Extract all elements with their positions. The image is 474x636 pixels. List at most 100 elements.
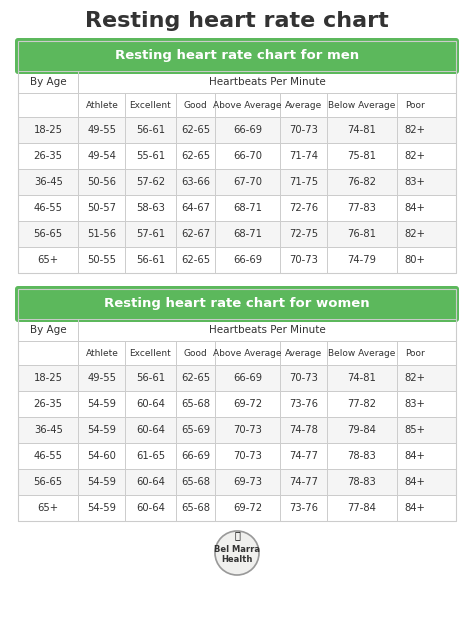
Text: 50-55: 50-55 (87, 255, 117, 265)
Text: 67-70: 67-70 (233, 177, 262, 187)
Text: 74-77: 74-77 (289, 451, 318, 461)
Text: Athlete: Athlete (85, 100, 118, 109)
Text: Excellent: Excellent (129, 100, 172, 109)
Bar (18, 391, 456, 417)
Text: 85+: 85+ (404, 425, 426, 435)
Text: Below Average: Below Average (328, 349, 395, 357)
Bar (18, 169, 456, 195)
Text: Average: Average (285, 100, 322, 109)
Text: 57-62: 57-62 (136, 177, 165, 187)
Bar (18, 365, 456, 391)
Text: 75-81: 75-81 (347, 151, 376, 161)
Text: 65+: 65+ (37, 503, 59, 513)
Bar (18, 341, 456, 365)
Text: 56-65: 56-65 (34, 229, 63, 239)
Text: Above Average: Above Average (213, 100, 282, 109)
Text: 62-67: 62-67 (181, 229, 210, 239)
Text: 49-55: 49-55 (87, 125, 117, 135)
Text: 55-61: 55-61 (136, 151, 165, 161)
Text: Poor: Poor (405, 100, 425, 109)
Text: 66-69: 66-69 (181, 451, 210, 461)
Text: 46-55: 46-55 (34, 203, 63, 213)
Bar (18, 41, 456, 273)
Text: 66-69: 66-69 (233, 125, 262, 135)
Text: Excellent: Excellent (129, 349, 172, 357)
Text: 54-59: 54-59 (87, 425, 117, 435)
Text: Athlete: Athlete (85, 349, 118, 357)
Text: By Age: By Age (30, 77, 66, 87)
Text: 61-65: 61-65 (136, 451, 165, 461)
Text: 66-69: 66-69 (233, 373, 262, 383)
Text: 26-35: 26-35 (34, 151, 63, 161)
Text: 49-55: 49-55 (87, 373, 117, 383)
Text: Heartbeats Per Minute: Heartbeats Per Minute (209, 325, 326, 335)
Text: 82+: 82+ (404, 151, 426, 161)
Text: 70-73: 70-73 (289, 373, 318, 383)
Text: 68-71: 68-71 (233, 229, 262, 239)
Text: 78-83: 78-83 (347, 477, 376, 487)
Text: Below Average: Below Average (328, 100, 395, 109)
Text: 49-54: 49-54 (87, 151, 116, 161)
Text: Above Average: Above Average (213, 349, 282, 357)
Bar (18, 247, 456, 273)
Text: 76-82: 76-82 (347, 177, 376, 187)
Text: 36-45: 36-45 (34, 177, 63, 187)
Text: 65-69: 65-69 (181, 425, 210, 435)
Text: 56-61: 56-61 (136, 373, 165, 383)
Text: Good: Good (183, 349, 207, 357)
Bar (18, 117, 456, 143)
Text: 62-65: 62-65 (181, 255, 210, 265)
Text: 56-61: 56-61 (136, 125, 165, 135)
Text: Health: Health (221, 555, 253, 563)
Text: 65+: 65+ (37, 255, 59, 265)
Text: 58-63: 58-63 (136, 203, 165, 213)
Text: 54-59: 54-59 (87, 477, 117, 487)
Text: 74-79: 74-79 (347, 255, 376, 265)
Text: 77-83: 77-83 (347, 203, 376, 213)
Text: 62-65: 62-65 (181, 151, 210, 161)
Text: 50-56: 50-56 (87, 177, 117, 187)
Text: 🌿: 🌿 (234, 530, 240, 540)
Text: Average: Average (285, 349, 322, 357)
Bar (18, 143, 456, 169)
Text: 69-73: 69-73 (233, 477, 262, 487)
Text: 54-60: 54-60 (87, 451, 116, 461)
Text: 73-76: 73-76 (289, 399, 318, 409)
Text: 66-69: 66-69 (233, 255, 262, 265)
Circle shape (215, 531, 259, 575)
Text: 60-64: 60-64 (136, 477, 165, 487)
Text: 60-64: 60-64 (136, 425, 165, 435)
Text: 83+: 83+ (405, 399, 426, 409)
Text: 62-65: 62-65 (181, 373, 210, 383)
Text: 77-84: 77-84 (347, 503, 376, 513)
FancyBboxPatch shape (15, 38, 459, 74)
Text: 74-78: 74-78 (289, 425, 318, 435)
Text: 65-68: 65-68 (181, 399, 210, 409)
Text: 83+: 83+ (405, 177, 426, 187)
Text: 73-76: 73-76 (289, 503, 318, 513)
Bar (18, 221, 456, 247)
Text: 56-61: 56-61 (136, 255, 165, 265)
Text: 63-66: 63-66 (181, 177, 210, 187)
Text: 84+: 84+ (405, 503, 426, 513)
Text: 84+: 84+ (405, 203, 426, 213)
Text: 26-35: 26-35 (34, 399, 63, 409)
Bar (18, 417, 456, 443)
Text: 56-65: 56-65 (34, 477, 63, 487)
Bar (18, 289, 456, 521)
Bar (18, 469, 456, 495)
Text: 65-68: 65-68 (181, 477, 210, 487)
Bar (18, 443, 456, 469)
Text: 74-81: 74-81 (347, 125, 376, 135)
Text: 82+: 82+ (404, 125, 426, 135)
Text: 46-55: 46-55 (34, 451, 63, 461)
Text: 70-73: 70-73 (289, 125, 318, 135)
Text: 78-83: 78-83 (347, 451, 376, 461)
Text: 69-72: 69-72 (233, 399, 262, 409)
Text: 72-75: 72-75 (289, 229, 318, 239)
Text: Resting heart rate chart for women: Resting heart rate chart for women (104, 298, 370, 310)
Text: 51-56: 51-56 (87, 229, 117, 239)
Text: By Age: By Age (30, 325, 66, 335)
Text: 76-81: 76-81 (347, 229, 376, 239)
Text: 72-76: 72-76 (289, 203, 318, 213)
